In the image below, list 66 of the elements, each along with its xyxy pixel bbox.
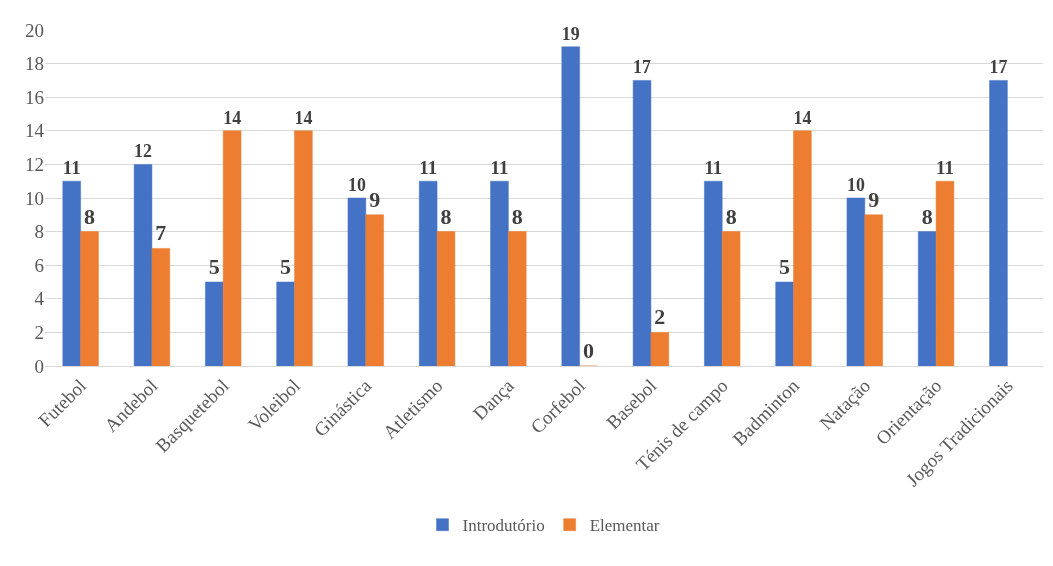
data-label: 9: [868, 186, 880, 212]
bar: [222, 130, 242, 366]
bar: [864, 214, 883, 366]
bar: [650, 332, 669, 366]
data-label: 9: [369, 186, 381, 212]
data-label: 14: [223, 107, 242, 128]
bar: [561, 46, 580, 366]
bar: [989, 80, 1008, 366]
y-tick-label: 20: [25, 19, 44, 41]
y-tick-label: 6: [34, 254, 44, 276]
data-label: 11: [936, 156, 954, 178]
data-label: 11: [490, 156, 509, 178]
y-tick-label: 12: [25, 154, 44, 176]
data-label: 5: [208, 254, 220, 279]
data-label: 11: [704, 156, 723, 178]
data-label: 11: [419, 156, 438, 178]
bar: [347, 197, 367, 366]
data-label: 8: [84, 203, 96, 229]
y-tick-label: 18: [25, 53, 44, 75]
bar: [205, 281, 224, 366]
data-label: 12: [134, 141, 153, 162]
data-label: 8: [511, 203, 523, 229]
bar: [918, 231, 937, 366]
data-label: 7: [155, 220, 167, 246]
data-label: 8: [725, 203, 737, 229]
data-label: 0: [583, 338, 595, 363]
bar: [365, 214, 384, 366]
data-label: 8: [921, 203, 933, 229]
bar: [151, 248, 170, 366]
data-label: 11: [62, 156, 81, 178]
legend-label: Elementar: [589, 516, 660, 536]
bar: [632, 80, 652, 366]
bar: [935, 180, 955, 366]
data-label: 5: [280, 254, 292, 279]
y-tick-label: 2: [34, 322, 44, 344]
data-label: 17: [989, 57, 1008, 78]
bar: [490, 180, 509, 366]
bar: [704, 180, 723, 366]
data-label: 17: [633, 57, 652, 78]
y-tick-label: 4: [34, 288, 45, 310]
bar: [62, 180, 81, 366]
bar: [436, 231, 456, 366]
data-label: 5: [779, 254, 791, 279]
y-tick-label: 10: [25, 187, 44, 209]
bar: [419, 180, 438, 366]
y-tick-label: 8: [34, 221, 44, 243]
y-tick-label: 14: [25, 120, 45, 142]
bar: [508, 231, 527, 366]
bar: [793, 130, 812, 366]
data-label: 10: [347, 174, 366, 195]
data-label: 14: [793, 107, 812, 128]
bar: [276, 281, 295, 366]
data-label: 14: [294, 107, 313, 128]
bar: [775, 281, 794, 366]
data-label: 2: [654, 304, 666, 330]
bar: [80, 231, 99, 366]
y-tick-label: 0: [34, 355, 44, 377]
legend-label: Introdutório: [462, 516, 545, 536]
bar: [294, 130, 313, 366]
bar: [721, 231, 741, 366]
bar: [133, 164, 153, 366]
data-label: 8: [440, 203, 452, 229]
data-label: 19: [561, 23, 580, 44]
bar: [846, 197, 866, 366]
data-label: 10: [846, 174, 865, 195]
y-tick-label: 16: [25, 86, 44, 108]
